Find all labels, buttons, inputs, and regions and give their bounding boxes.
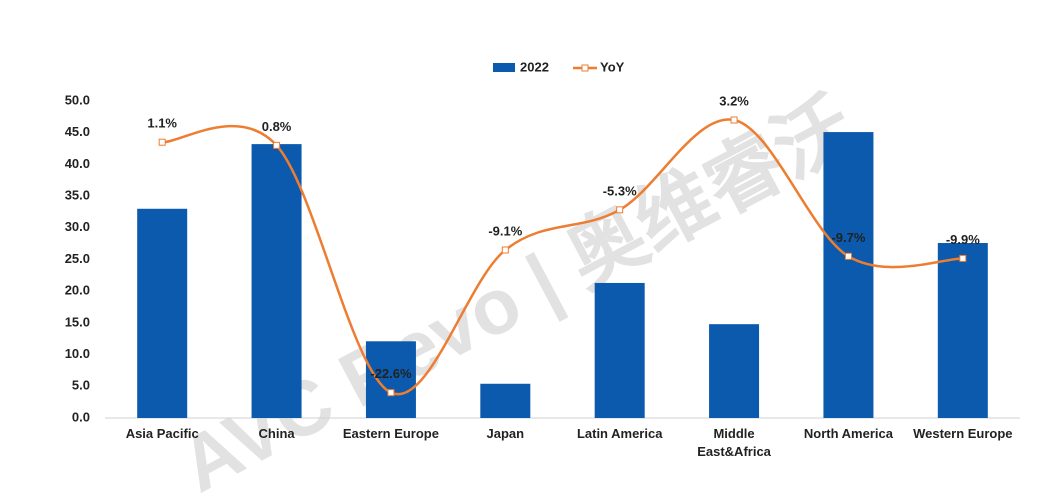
data-label: -9.1% [488, 223, 522, 238]
y-tick-label: 5.0 [72, 378, 90, 393]
bar [823, 132, 874, 419]
y-tick-label: 25.0 [65, 251, 90, 266]
y-tick-label: 15.0 [65, 314, 90, 329]
data-label: 1.1% [147, 116, 177, 131]
x-tick-label: Asia Pacific [125, 426, 199, 441]
y-tick-label: 45.0 [65, 124, 90, 139]
data-label: 0.8% [262, 119, 292, 134]
legend-label: YoY [600, 59, 625, 74]
legend-swatch [493, 63, 515, 72]
line-marker [273, 141, 281, 149]
y-tick-label: 35.0 [65, 188, 90, 203]
line [162, 118, 963, 396]
bar [137, 208, 188, 418]
y-tick-label: 0.0 [72, 409, 90, 424]
y-tick-label: 20.0 [65, 283, 90, 298]
bar [709, 324, 760, 418]
x-tick-label: China [258, 426, 295, 441]
y-tick-label: 50.0 [65, 92, 90, 107]
data-label: -9.9% [946, 232, 980, 247]
line-marker [959, 254, 967, 262]
line-marker [501, 246, 509, 254]
data-label: 3.2% [719, 93, 749, 108]
data-label: -22.6% [370, 366, 412, 381]
bar [251, 144, 302, 418]
y-tick-label: 40.0 [65, 156, 90, 171]
line-marker [387, 389, 395, 397]
legend-marker [581, 64, 589, 72]
data-label: -9.7% [831, 230, 865, 245]
line-marker [616, 206, 624, 214]
legend-label: 2022 [520, 59, 549, 74]
y-tick-label: 10.0 [65, 346, 90, 361]
bar [480, 383, 531, 418]
bar [937, 243, 988, 418]
x-tick-label: Middle East&Africa [697, 426, 771, 459]
x-tick-label: Eastern Europe [342, 426, 439, 441]
x-tick-label: Japan [486, 426, 525, 441]
line-marker [158, 138, 166, 146]
x-tick-label: Western Europe [913, 426, 1013, 441]
x-tick-label: Latin America [576, 426, 663, 441]
line-marker [730, 116, 738, 124]
bar [594, 282, 645, 418]
data-label: -5.3% [603, 183, 637, 198]
x-tick-label: North America [803, 426, 893, 441]
line-marker [844, 252, 852, 260]
y-tick-label: 30.0 [65, 219, 90, 234]
bar [365, 341, 416, 418]
